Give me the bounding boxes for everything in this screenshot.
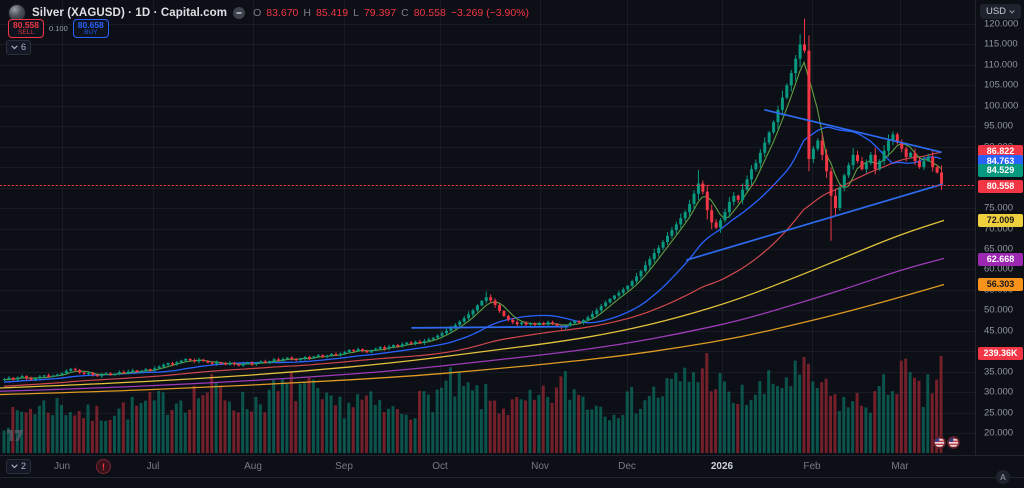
last-price-tag: 80.558 (978, 179, 1023, 193)
timezone-a-button[interactable]: A (996, 470, 1010, 484)
price-tick-label: 105.000 (984, 79, 1019, 91)
spread-value: 0.100 (49, 24, 68, 33)
volume-value-tag: 239.36K (978, 346, 1023, 360)
buy-label: BUY (84, 29, 98, 36)
price-tick-label: 115.000 (984, 38, 1018, 50)
bottom-panel-count: 2 (21, 461, 27, 471)
price-tick-label: 30.000 (984, 386, 1014, 398)
time-tick-label: 2026 (710, 461, 734, 472)
chevron-down-icon (11, 45, 18, 50)
minus-glyph (236, 12, 242, 14)
tradingview-logo (7, 427, 24, 447)
buy-price: 80.658 (77, 19, 104, 30)
session-flags[interactable] (933, 436, 960, 449)
price-tick-label: 35.000 (984, 366, 1014, 378)
price-tick-label: 100.000 (984, 100, 1019, 112)
high-value: 85.419 (316, 7, 349, 19)
close-value: 80.558 (413, 7, 446, 19)
chevron-down-icon (1009, 9, 1015, 14)
currency-label: USD (985, 6, 1007, 17)
price-tick-label: 60.000 (984, 263, 1014, 275)
ma-orange-price-tag: 56.303 (978, 277, 1023, 291)
price-tick-label: 25.000 (984, 407, 1014, 419)
price-tick-label: 110.000 (984, 59, 1018, 71)
time-tick-label: Nov (531, 461, 549, 472)
alert-icon[interactable]: ! (96, 459, 111, 474)
indicators-count: 6 (21, 42, 27, 52)
currency-selector-button[interactable]: USD (980, 4, 1021, 19)
alert-glyph: ! (102, 461, 105, 472)
sell-label: SELL (18, 29, 34, 36)
price-tick-label: 20.000 (984, 427, 1014, 439)
trade-panel: 80.558 SELL 0.100 80.658 BUY (8, 19, 109, 38)
minus-circle-icon[interactable] (233, 7, 246, 19)
price-tick-label: 75.000 (984, 202, 1014, 214)
price-tick-label: 50.000 (984, 304, 1014, 316)
ma-yellow-price-tag: 72.009 (978, 213, 1023, 227)
symbol-title[interactable]: Silver (XAGUSD) · 1D · Capital.com (32, 7, 228, 19)
bottom-bar-separator (0, 477, 1024, 478)
time-tick-label: Aug (244, 461, 262, 472)
time-tick-label: Sep (335, 461, 353, 472)
open-value: 83.670 (266, 7, 299, 19)
price-chart-canvas[interactable] (0, 0, 975, 455)
low-value: 79.397 (363, 7, 397, 19)
price-tick-label: 70.000 (984, 223, 1014, 234)
bottom-panel-badge[interactable]: 2 (6, 459, 32, 474)
price-axis[interactable]: USD 120.000 115.000 110.000 105.000 100.000 9… (975, 0, 1024, 455)
time-tick-label: Jun (53, 461, 71, 472)
ma-red-price-tag: 86.822 (978, 144, 1023, 158)
close-label: C (401, 7, 409, 19)
us-flag-icon (933, 436, 946, 449)
price-tick-label: 95.000 (984, 120, 1014, 132)
time-tick-label: Feb (803, 461, 821, 472)
ma-purple-price-tag: 62.668 (978, 252, 1023, 266)
time-tick-label: Mar (891, 461, 909, 472)
price-tick-label: 120.000 (984, 18, 1019, 30)
low-label: L (353, 7, 359, 19)
time-axis[interactable]: Jun Jul Aug Sep Oct Nov Dec 2026 Feb Mar (0, 456, 975, 477)
symbol-header: Silver (XAGUSD) · 1D · Capital.com O 83.6… (8, 4, 529, 22)
price-tick-label: 45.000 (984, 325, 1014, 337)
sell-price: 80.558 (13, 19, 39, 30)
buy-button[interactable]: 80.658 BUY (72, 19, 109, 38)
us-flag-icon (947, 436, 960, 449)
corner-a-label: A (999, 472, 1007, 482)
ohlc-row: O 83.670 H 85.419 L 79.397 C 80.558 −3.269 (… (253, 7, 529, 19)
high-label: H (303, 7, 311, 19)
time-axis-separator (0, 455, 1024, 456)
sell-button[interactable]: 80.558 SELL (8, 19, 44, 38)
chevron-down-icon (11, 464, 18, 469)
price-tick-label: 65.000 (984, 243, 1014, 255)
open-label: O (253, 7, 262, 19)
change-value: −3.269 (−3.90%) (450, 7, 530, 19)
time-tick-label: Jul (146, 461, 160, 472)
indicators-badge[interactable]: 6 (6, 40, 32, 55)
ma-green-price-tag: 84.529 (978, 163, 1023, 177)
time-tick-label: Dec (618, 461, 636, 472)
time-tick-label: Oct (432, 461, 448, 472)
